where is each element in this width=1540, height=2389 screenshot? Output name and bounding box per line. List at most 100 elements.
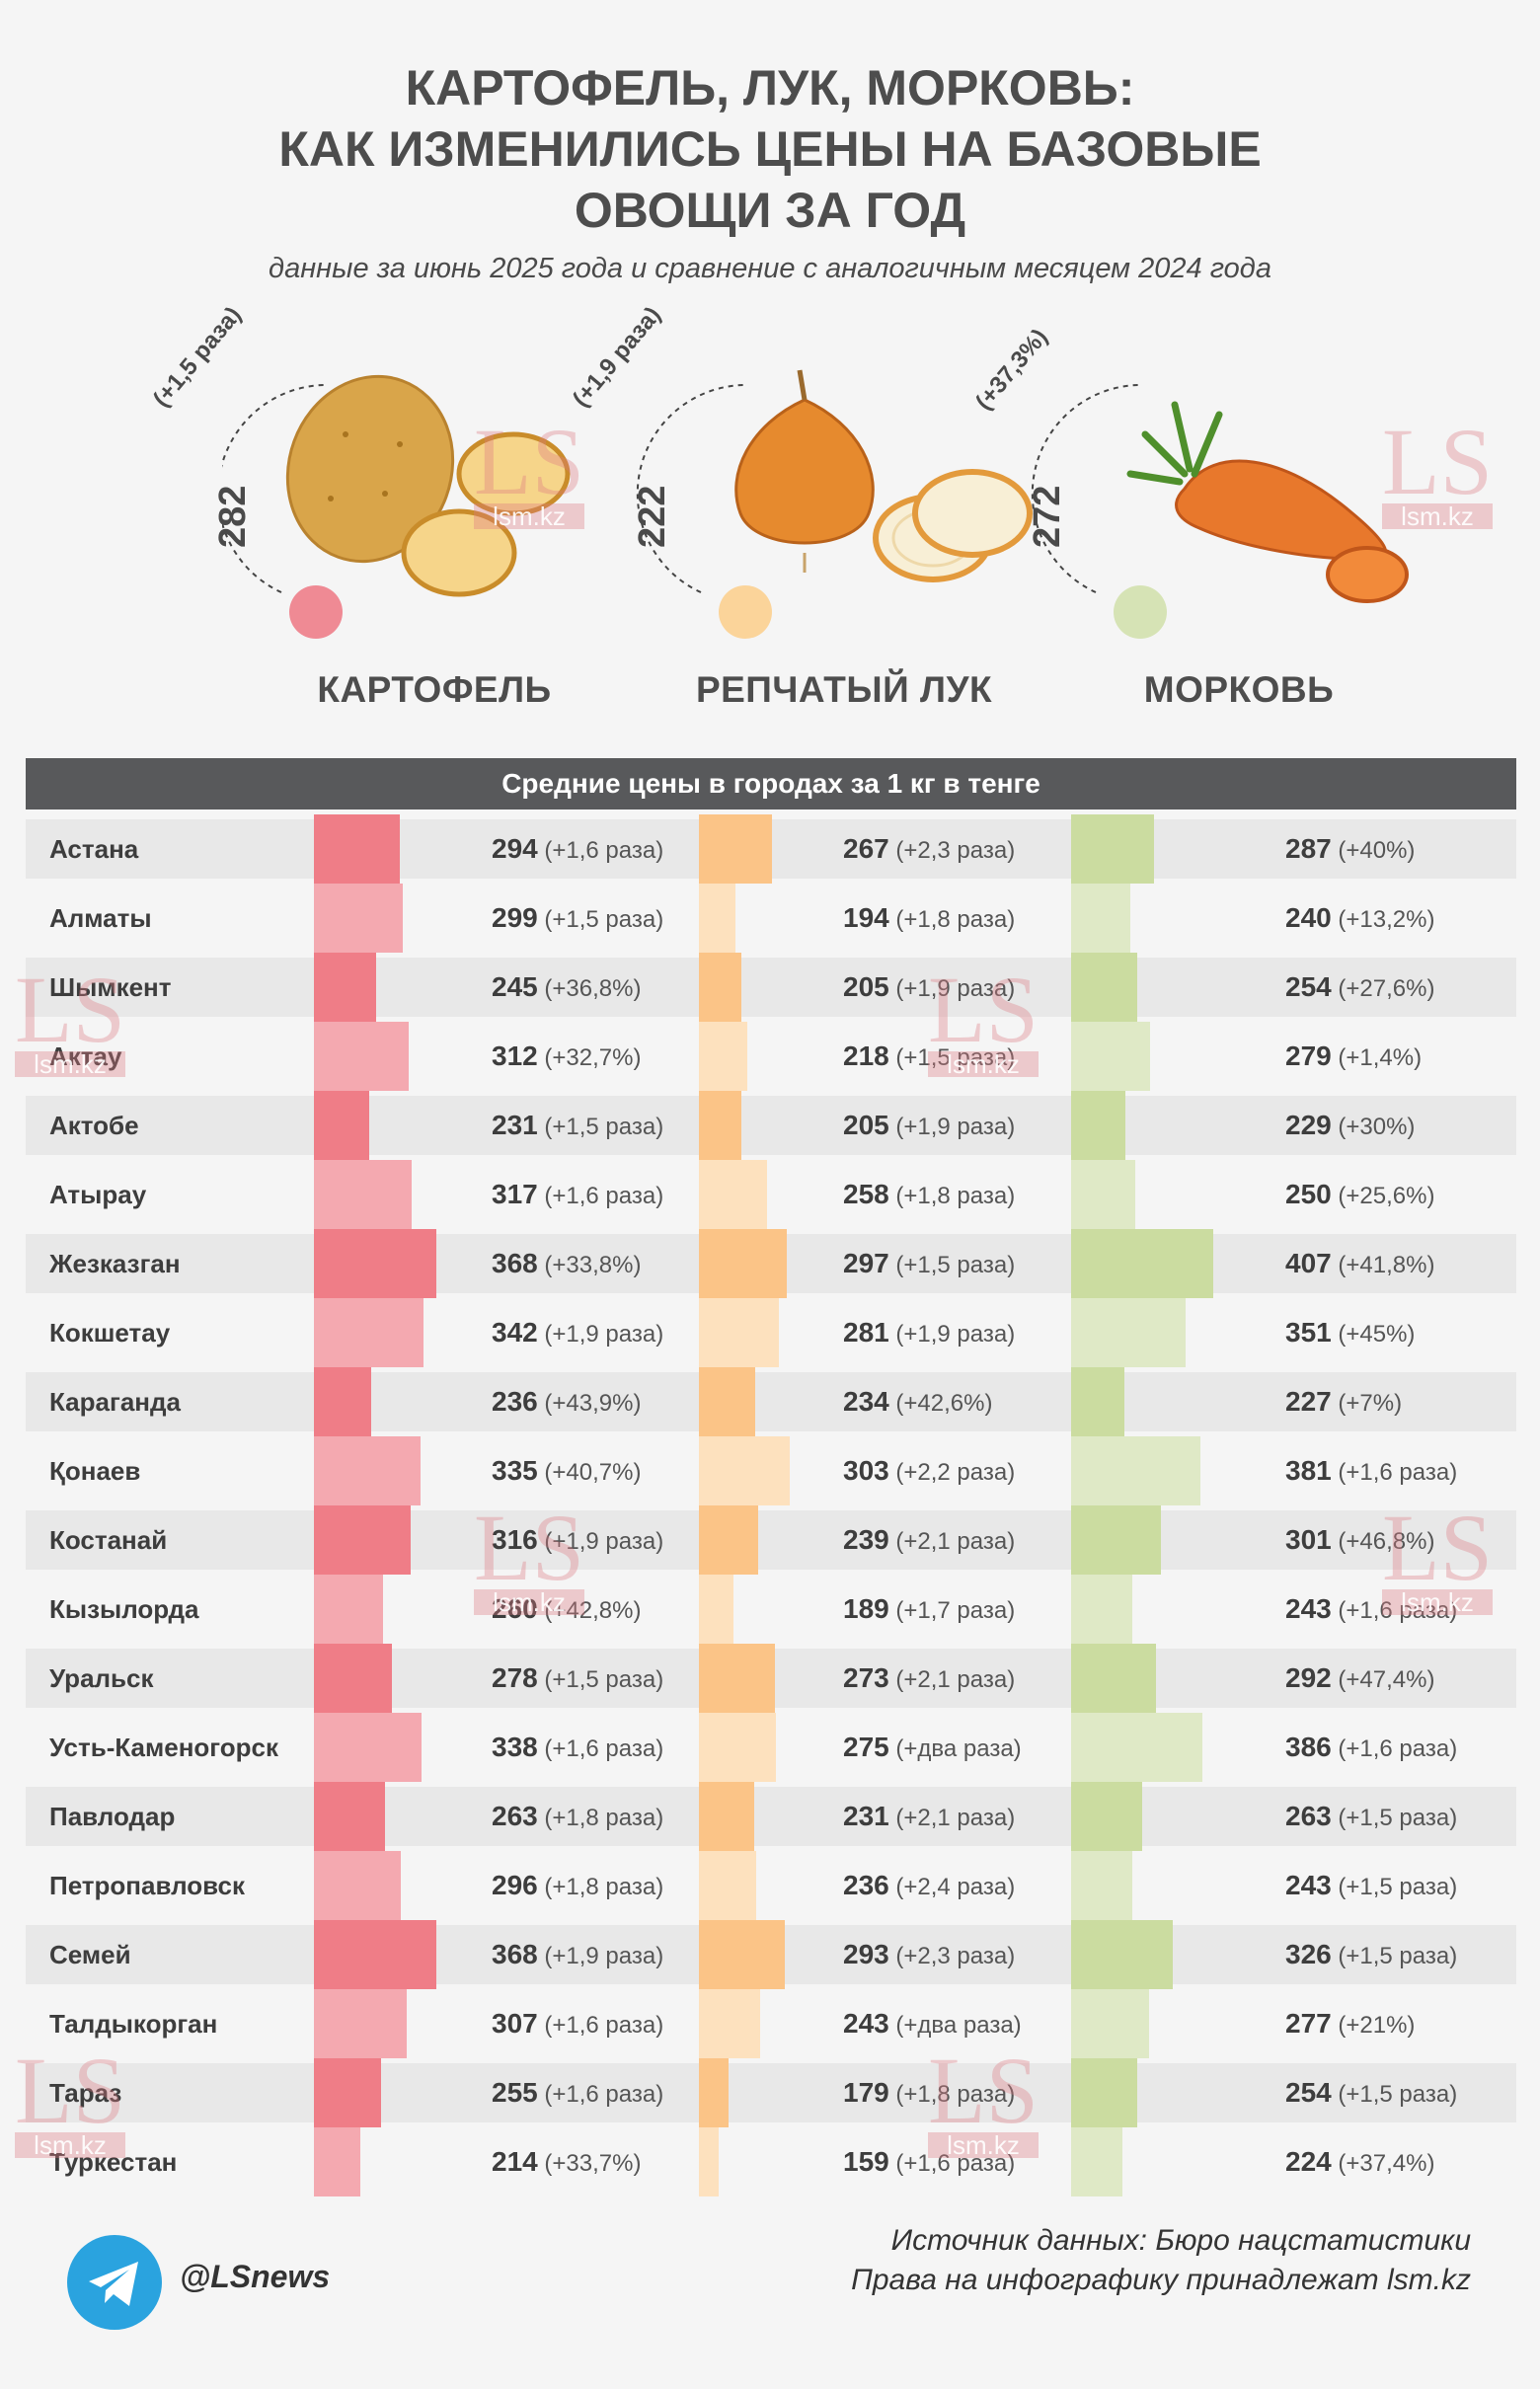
title-line-2: КАК ИЗМЕНИЛИСЬ ЦЕНЫ НА БАЗОВЫЕ: [278, 121, 1262, 177]
onion-block: 222 (+1,9 раза) РЕПЧАТЫЙ ЛУК: [568, 302, 1056, 721]
onion-price: 234: [843, 1386, 889, 1417]
city-label: Караганда: [49, 1387, 181, 1417]
carrot-price: 272: [1027, 485, 1068, 548]
onion-price: 239: [843, 1524, 889, 1555]
potato-block: 282 (+1,5 раза) КАРТОФЕЛЬ: [148, 302, 647, 721]
potato-dot: [289, 585, 343, 639]
telegram-handle[interactable]: @LSnews: [180, 2259, 331, 2294]
potato-bar: [314, 2058, 381, 2127]
potato-value: 368 (+1,9 раза): [492, 1920, 663, 1989]
city-label: Костанай: [49, 1525, 168, 1555]
carrot-value: 301 (+46,8%): [1285, 1505, 1434, 1575]
onion-change: (+1,5 раза): [888, 1044, 1016, 1071]
potato-value: 260 (+42,8%): [492, 1575, 641, 1644]
city-label: Талдыкорган: [49, 2009, 218, 2039]
onion-bar: [699, 1713, 776, 1782]
onion-change: (+1,8 раза): [888, 1183, 1016, 1209]
potato-value: 307 (+1,6 раза): [492, 1989, 663, 2058]
potato-price: 335: [492, 1455, 538, 1486]
watermark-logo-text: LS: [15, 2038, 126, 2143]
onion-bar: [699, 2058, 729, 2127]
onion-price: 297: [843, 1248, 889, 1278]
carrot-price: 250: [1285, 1179, 1332, 1209]
carrot-price: 407: [1285, 1248, 1332, 1278]
city-label: Алматы: [49, 903, 152, 933]
potato-bar: [314, 1229, 436, 1298]
onion-price: 267: [843, 833, 889, 864]
row-stripe: [26, 1787, 1516, 1846]
potato-bar: [314, 1022, 409, 1091]
onion-bar: [699, 1229, 787, 1298]
carrot-change: (+1,6 раза): [1331, 1597, 1458, 1624]
onion-price: 293: [843, 1939, 889, 1969]
potato-change: (+33,7%): [537, 2150, 642, 2177]
onion-price: 231: [843, 1801, 889, 1831]
carrot-bar: [1071, 953, 1137, 1022]
carrot-bar: [1071, 1160, 1135, 1229]
potato-price: 294: [492, 833, 538, 864]
watermark-logo-text: LS: [928, 2038, 1040, 2143]
carrot-value: 243 (+1,6 раза): [1285, 1575, 1457, 1644]
carrot-bar: [1071, 1505, 1161, 1575]
carrot-price: 287: [1285, 833, 1332, 864]
source-line: Источник данных: Бюро нацстатистики: [890, 2224, 1471, 2257]
watermark-site-text: lsm.kz: [15, 2132, 126, 2158]
onion-change: (+2,4 раза): [888, 1874, 1016, 1900]
watermark-logo: LS lsm.kz: [474, 1501, 585, 1615]
onion-value: 281 (+1,9 раза): [843, 1298, 1015, 1367]
onion-change: (+1,9 раза): [888, 1321, 1016, 1348]
potato-value: 255 (+1,6 раза): [492, 2058, 663, 2127]
onion-bar: [699, 1022, 747, 1091]
potato-value: 263 (+1,8 раза): [492, 1782, 663, 1851]
potato-price: 245: [492, 971, 538, 1002]
carrot-price: 279: [1285, 1040, 1332, 1071]
potato-price-label: 282 (+1,5 раза): [148, 302, 255, 548]
potato-value: 294 (+1,6 раза): [492, 814, 663, 884]
potato-value: 296 (+1,8 раза): [492, 1851, 663, 1920]
row-stripe: [26, 1510, 1516, 1570]
carrot-price: 254: [1285, 971, 1332, 1002]
onion-bar: [699, 1367, 755, 1436]
potato-bar: [314, 1782, 385, 1851]
carrot-change: (+1,5 раза): [1331, 1943, 1458, 1969]
potato-value: 278 (+1,5 раза): [492, 1644, 663, 1713]
onion-bar: [699, 1851, 756, 1920]
onion-bar: [699, 1644, 775, 1713]
onion-bar: [699, 2127, 719, 2196]
telegram-icon[interactable]: [67, 2235, 162, 2330]
potato-bar: [314, 1920, 436, 1989]
potato-bar: [314, 1851, 401, 1920]
potato-value: 368 (+33,8%): [492, 1229, 641, 1298]
carrot-bar: [1071, 1989, 1149, 2058]
watermark-logo: LS lsm.kz: [1382, 415, 1494, 529]
carrot-price: 301: [1285, 1524, 1332, 1555]
row-stripe: [26, 2063, 1516, 2122]
onion-value: 205 (+1,9 раза): [843, 953, 1015, 1022]
potato-bar: [314, 1644, 392, 1713]
onion-price: 275: [843, 1732, 889, 1762]
potato-bar: [314, 814, 400, 884]
potato-change: (+43,9%): [537, 1390, 642, 1417]
carrot-bar: [1071, 2127, 1122, 2196]
onion-bar: [699, 1989, 760, 2058]
onion-name: РЕПЧАТЫЙ ЛУК: [695, 669, 993, 710]
watermark-site-text: lsm.kz: [928, 1051, 1040, 1077]
potato-bar: [314, 1160, 412, 1229]
carrot-price: 243: [1285, 1870, 1332, 1900]
watermark-logo: LS lsm.kz: [1382, 1501, 1494, 1615]
potato-change: (+40,7%): [537, 1459, 642, 1486]
potato-change: (+1,9 раза): [537, 1528, 664, 1555]
potato-price: 278: [492, 1662, 538, 1693]
carrot-price: 263: [1285, 1801, 1332, 1831]
potato-change: (+1,6 раза): [537, 2081, 664, 2108]
watermark-logo: LS lsm.kz: [15, 2043, 126, 2158]
carrot-value: 292 (+47,4%): [1285, 1644, 1434, 1713]
watermark-logo: LS lsm.kz: [928, 963, 1040, 1077]
onion-price: 205: [843, 971, 889, 1002]
carrot-name: МОРКОВЬ: [1143, 669, 1335, 710]
carrot-change: (+27,6%): [1331, 975, 1435, 1002]
potato-price: 236: [492, 1386, 538, 1417]
carrot-change: (+7%): [1331, 1390, 1403, 1417]
potato-price: 338: [492, 1732, 538, 1762]
carrot-price: 227: [1285, 1386, 1332, 1417]
